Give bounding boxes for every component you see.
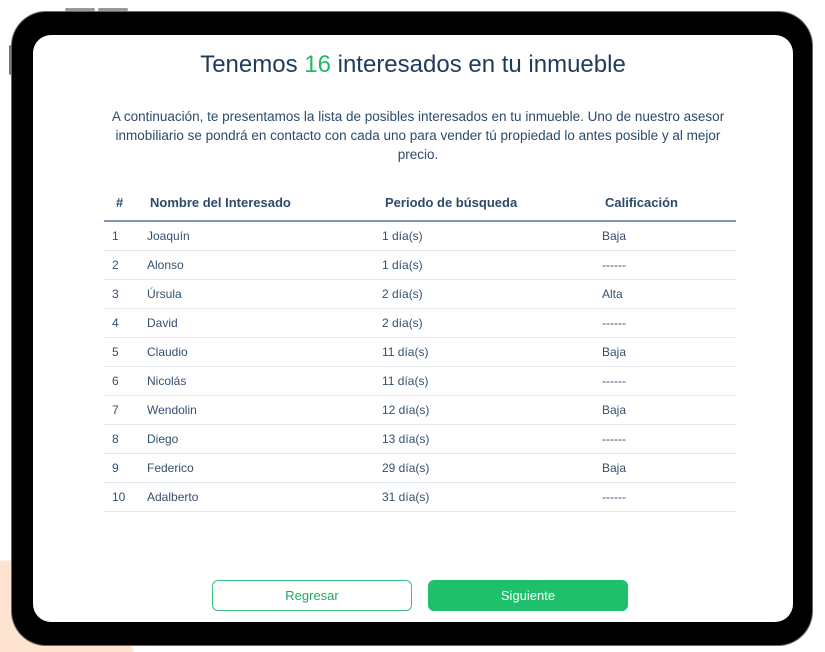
device-power-button	[9, 45, 13, 75]
row-name: Claudio	[146, 337, 381, 367]
table-row: 9 Federico 29 día(s) Baja	[104, 453, 736, 483]
row-number: 5	[104, 337, 146, 367]
row-rating: ------	[601, 482, 736, 512]
row-number: 6	[104, 366, 146, 396]
row-period: 31 día(s)	[381, 482, 601, 512]
header-rating: Calificación	[601, 185, 736, 222]
title-prefix: Tenemos	[200, 51, 305, 78]
row-number: 4	[104, 308, 146, 338]
row-period: 29 día(s)	[381, 453, 601, 483]
row-rating: ------	[601, 308, 736, 338]
page-description: A continuación, te presentamos la lista …	[111, 109, 725, 162]
table-row: 7 Wendolin 12 día(s) Baja	[104, 395, 736, 425]
row-name: Joaquín	[146, 221, 381, 251]
row-period: 13 día(s)	[381, 424, 601, 454]
row-number: 10	[104, 482, 146, 512]
row-name: Federico	[146, 453, 381, 483]
device-volume-button	[98, 8, 128, 11]
table-row: 8 Diego 13 día(s) ------	[104, 424, 736, 454]
next-button[interactable]: Siguiente	[428, 580, 628, 611]
row-period: 1 día(s)	[381, 250, 601, 280]
row-rating: ------	[601, 366, 736, 396]
header-number: #	[104, 185, 146, 222]
interested-table: # Nombre del Interesado Periodo de búsqu…	[104, 185, 736, 512]
row-period: 2 día(s)	[381, 308, 601, 338]
header-period: Periodo de búsqueda	[381, 185, 601, 222]
table-row: 10 Adalberto 31 día(s) ------	[104, 482, 736, 512]
row-rating: Baja	[601, 337, 736, 367]
table-row: 2 Alonso 1 día(s) ------	[104, 250, 736, 280]
row-name: David	[146, 308, 381, 338]
title-suffix: interesados en tu inmueble	[330, 51, 626, 78]
row-number: 3	[104, 279, 146, 309]
table-row: 1 Joaquín 1 día(s) Baja	[104, 221, 736, 251]
row-number: 7	[104, 395, 146, 425]
row-rating: Baja	[601, 221, 736, 251]
header-name: Nombre del Interesado	[146, 185, 381, 222]
row-name: Diego	[146, 424, 381, 454]
table-row: 5 Claudio 11 día(s) Baja	[104, 337, 736, 367]
row-period: 2 día(s)	[381, 279, 601, 309]
row-number: 9	[104, 453, 146, 483]
row-name: Wendolin	[146, 395, 381, 425]
interested-count: 16	[304, 51, 331, 78]
table-row: 3 Úrsula 2 día(s) Alta	[104, 279, 736, 309]
row-number: 8	[104, 424, 146, 454]
device-volume-button	[65, 8, 95, 11]
table-header-row: # Nombre del Interesado Periodo de búsqu…	[104, 185, 736, 222]
row-number: 2	[104, 250, 146, 280]
row-rating: Baja	[601, 395, 736, 425]
page-title: Tenemos 16 interesados en tu inmueble	[33, 51, 793, 79]
row-period: 11 día(s)	[381, 366, 601, 396]
row-name: Alonso	[146, 250, 381, 280]
row-name: Úrsula	[146, 279, 381, 309]
table-row: 4 David 2 día(s) ------	[104, 308, 736, 338]
row-period: 12 día(s)	[381, 395, 601, 425]
row-period: 1 día(s)	[381, 221, 601, 251]
row-name: Adalberto	[146, 482, 381, 512]
row-rating: Alta	[601, 279, 736, 309]
row-rating: ------	[601, 250, 736, 280]
row-name: Nicolás	[146, 366, 381, 396]
row-period: 11 día(s)	[381, 337, 601, 367]
tablet-screen: Tenemos 16 interesados en tu inmueble A …	[33, 35, 793, 622]
back-button[interactable]: Regresar	[212, 580, 412, 611]
row-rating: ------	[601, 424, 736, 454]
table-row: 6 Nicolás 11 día(s) ------	[104, 366, 736, 396]
row-number: 1	[104, 221, 146, 251]
row-rating: Baja	[601, 453, 736, 483]
